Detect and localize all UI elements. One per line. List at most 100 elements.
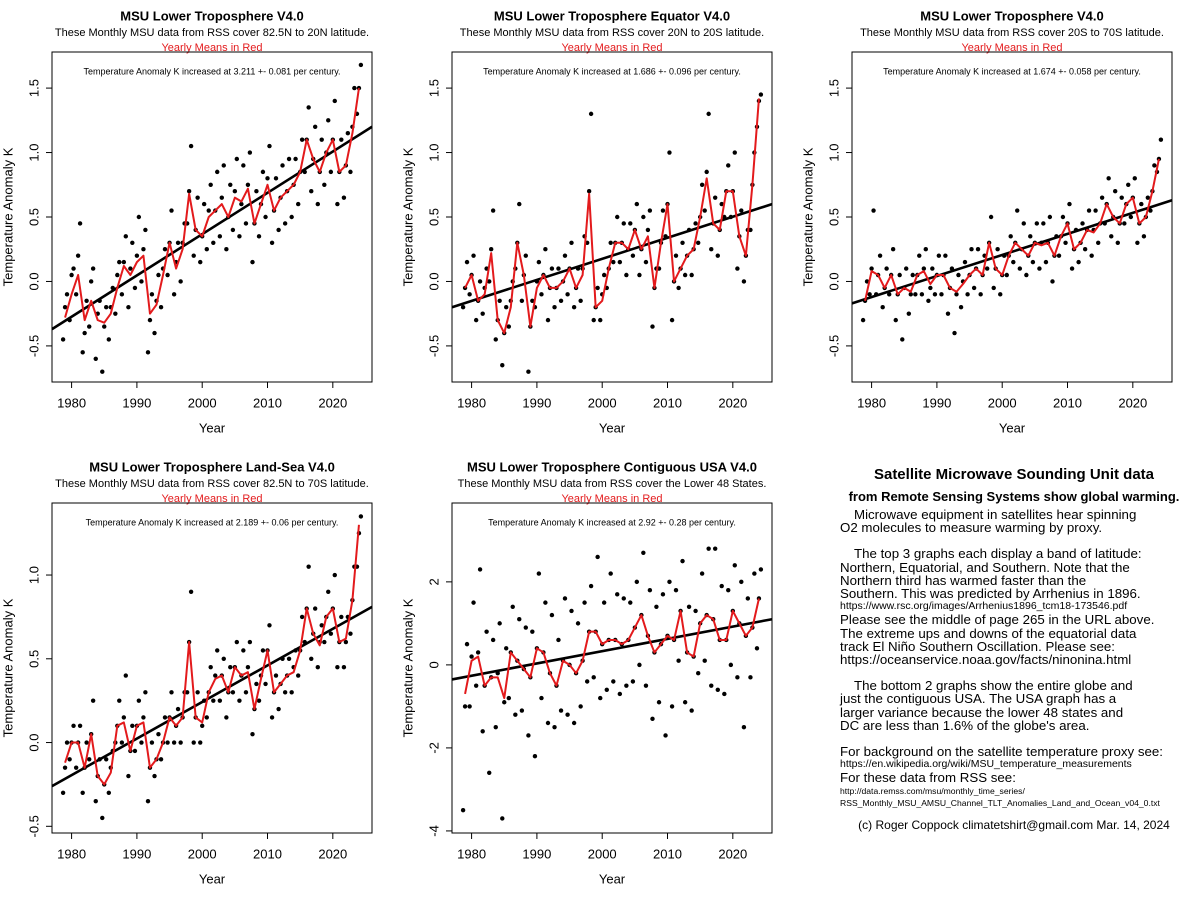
data-point: [1106, 176, 1111, 181]
data-point: [926, 298, 931, 303]
data-point: [113, 311, 118, 316]
data-point: [884, 266, 889, 271]
data-point: [247, 639, 253, 645]
data-point: [667, 579, 672, 585]
data-point: [121, 715, 127, 720]
data-point: [1043, 259, 1049, 265]
data-point: [464, 641, 470, 647]
data-point: [952, 330, 957, 336]
data-point: [728, 662, 734, 668]
y-tick-label: -4: [426, 825, 441, 837]
data-point: [904, 266, 909, 271]
data-point: [497, 298, 502, 303]
data-point: [663, 733, 668, 738]
data-point: [1148, 208, 1153, 213]
data-point: [339, 137, 344, 142]
data-point: [87, 324, 92, 329]
data-point: [265, 176, 270, 181]
chart-title: MSU Lower Troposphere V4.0: [920, 8, 1104, 23]
data-point: [263, 214, 268, 220]
data-point: [162, 715, 168, 720]
data-point: [477, 279, 483, 284]
data-point: [241, 648, 246, 653]
data-point: [686, 604, 692, 609]
yearly-mean-line: [864, 158, 1160, 302]
data-point: [628, 600, 633, 605]
x-tick-label: 1980: [57, 395, 86, 410]
data-point: [490, 637, 496, 643]
data-point: [615, 214, 620, 220]
data-point: [326, 589, 331, 594]
data-point: [621, 596, 626, 601]
x-tick-label: 1990: [522, 846, 551, 861]
data-point: [1050, 279, 1055, 284]
url-line: https://www.rsc.org/images/Arrhenius1896…: [840, 600, 1128, 613]
chart-title: MSU Lower Troposphere Land-Sea V4.0: [89, 459, 335, 474]
data-point: [273, 176, 279, 181]
yearly-mean-line: [464, 98, 760, 335]
data-point: [206, 208, 211, 213]
data-point: [123, 234, 128, 239]
data-point: [267, 143, 272, 149]
data-point: [939, 292, 944, 297]
data-point: [634, 201, 640, 207]
data-point: [224, 715, 229, 720]
data-point: [71, 723, 76, 728]
chart: MSU Lower Troposphere Contiguous USA V4.…: [400, 459, 773, 886]
y-tick-label: 0.5: [26, 650, 41, 668]
data-point: [169, 690, 174, 695]
data-point: [87, 757, 92, 762]
chart-subtitle: These Monthly MSU data from RSS cover th…: [458, 478, 767, 490]
x-tick-label: 2010: [1053, 395, 1082, 410]
chart-title: MSU Lower Troposphere Contiguous USA V4.…: [467, 459, 757, 474]
data-point: [706, 546, 711, 551]
y-tick-label: 1.5: [826, 79, 841, 97]
data-point: [239, 201, 244, 207]
data-point: [156, 272, 161, 278]
data-point: [709, 247, 714, 252]
yearly-mean-line: [64, 87, 360, 324]
panel-subtitle: from Remote Sensing Systems show global …: [848, 489, 1180, 504]
text-line: For these data from RSS see:: [840, 770, 1016, 786]
data-point: [204, 715, 209, 720]
data-point: [637, 662, 642, 668]
data-point: [673, 253, 679, 258]
data-point: [104, 757, 109, 762]
data-point: [971, 285, 977, 291]
data-point: [565, 292, 570, 297]
data-point: [328, 169, 334, 175]
data-point: [921, 266, 927, 271]
data-point: [341, 195, 347, 200]
data-point: [1028, 234, 1033, 239]
data-point: [84, 298, 89, 303]
data-point: [77, 221, 83, 226]
data-point: [77, 723, 83, 728]
data-point: [510, 604, 515, 609]
data-point: [650, 716, 655, 722]
annotation: Temperature Anomaly K increased at 2.189…: [86, 517, 339, 527]
data-point: [126, 305, 131, 310]
data-point: [267, 623, 272, 628]
data-point: [299, 137, 305, 142]
data-point: [256, 234, 262, 239]
data-point: [887, 292, 892, 297]
y-tick-label: 1.0: [26, 144, 41, 162]
data-point: [1112, 189, 1118, 194]
data-point: [558, 708, 564, 713]
data-point: [754, 646, 760, 651]
paragraph: The top 3 graphs each display a band of …: [832, 547, 1196, 666]
chart-title: MSU Lower Troposphere V4.0: [120, 8, 304, 23]
data-point: [69, 272, 74, 278]
x-axis-label: Year: [199, 871, 226, 886]
data-point: [315, 201, 320, 207]
data-point: [617, 259, 623, 265]
data-point: [543, 600, 548, 605]
data-point: [682, 700, 688, 705]
data-point: [1132, 176, 1137, 181]
data-point: [256, 698, 262, 703]
data-point: [630, 253, 636, 258]
data-point: [1086, 208, 1092, 213]
data-point: [552, 305, 557, 310]
data-point: [962, 259, 968, 265]
data-point: [611, 679, 616, 684]
